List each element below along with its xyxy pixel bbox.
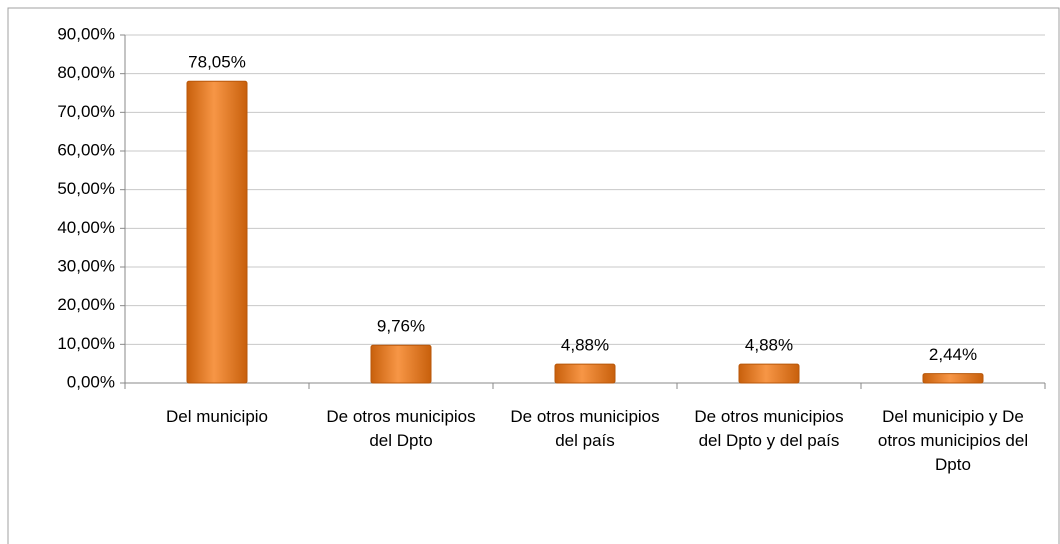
bar <box>554 363 616 384</box>
y-tick-label: 40,00% <box>57 218 115 237</box>
x-tick-label: De otros municipios del Dpto <box>326 407 476 450</box>
y-tick-label: 0,00% <box>67 372 115 391</box>
data-label: 78,05% <box>188 53 246 72</box>
y-tick-label: 20,00% <box>57 295 115 314</box>
bar <box>370 344 432 384</box>
bar <box>922 373 984 384</box>
data-label: 9,76% <box>377 317 425 336</box>
y-tick-label: 10,00% <box>57 334 115 353</box>
y-tick-label: 30,00% <box>57 256 115 275</box>
data-label: 2,44% <box>929 345 977 364</box>
y-tick-label: 80,00% <box>57 63 115 82</box>
x-tick-label: De otros municipios del Dpto y del país <box>694 407 844 450</box>
bar <box>186 80 248 384</box>
y-tick-label: 70,00% <box>57 102 115 121</box>
data-label: 4,88% <box>745 336 793 355</box>
data-label: 4,88% <box>561 336 609 355</box>
x-tick-label: De otros municipios del país <box>510 407 660 450</box>
y-tick-label: 50,00% <box>57 179 115 198</box>
y-tick-label: 90,00% <box>57 24 115 43</box>
chart-frame <box>7 7 1060 544</box>
y-tick-label: 60,00% <box>57 140 115 159</box>
bar <box>738 363 800 384</box>
x-tick-label: Del municipio y De otros municipios del … <box>877 407 1029 474</box>
x-tick-label: Del municipio <box>165 407 269 426</box>
